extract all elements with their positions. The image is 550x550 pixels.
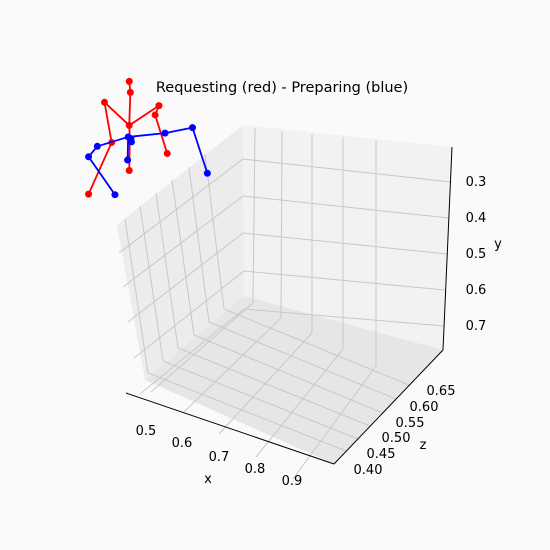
series-blue-point [203,169,211,177]
y-tick-label: 0.4 [466,211,487,226]
grid-line [171,179,195,336]
series-red-point [125,167,133,174]
pane-back [243,125,452,350]
series-blue-segment [126,136,130,161]
series-blue [85,124,211,199]
grid-line [124,218,149,374]
series-red-segment [128,104,160,127]
series-blue-point [161,129,169,137]
series-red-point [163,149,171,157]
grid-line [177,347,371,427]
series-red-segment [103,101,113,144]
z-axis-line [333,349,444,465]
grid-line [208,321,397,400]
series-blue-segment [87,155,116,196]
grid-line [127,232,448,323]
z-tick-label: 0.60 [410,400,439,415]
series-blue-point [127,138,135,146]
series-blue-point [111,191,119,199]
grid-line [133,270,446,359]
series-blue-point [124,156,132,164]
series-red-point [85,190,93,198]
grid-line [193,334,384,414]
x-axis-label: x [204,472,212,487]
z-tick-label: 0.40 [354,463,383,478]
series-red-point [125,121,133,129]
series-red-segment [103,101,131,127]
z-tick-label: 0.45 [367,447,396,462]
series-blue-point [189,124,196,132]
grid-line [139,205,164,362]
y-tick-label: 0.7 [466,319,487,334]
grid-line [280,130,283,319]
series-red-segment [128,91,132,127]
grid-line [223,308,410,386]
x-tick-label: 0.9 [282,474,303,489]
series-blue-point [93,142,101,150]
grid-line [139,308,445,395]
series-red-point [155,102,163,110]
series-red-point [126,88,134,96]
x-tick-label: 0.5 [136,424,157,439]
series-blue-segment [96,136,130,148]
grid-line [252,127,256,304]
x-tick-label: 0.8 [245,462,266,477]
grid-line [155,192,179,349]
z-tick-label: 0.50 [382,431,411,446]
series-blue-segment [164,126,194,135]
pane-left [117,125,244,380]
x-tick-label: 0.6 [172,436,193,451]
x-axis-line [125,392,335,465]
x-tick-label: 0.7 [209,450,230,465]
y-tick-label: 0.3 [466,175,487,190]
y-axis-label: y [494,237,502,252]
series-red-point [125,77,133,85]
y-axis-line [442,146,453,351]
tick-labels: 0.50.60.70.80.90.30.40.50.60.70.400.450.… [136,175,487,489]
series-blue-segment [191,126,209,175]
grid-lines [118,127,452,480]
y-tick-label: 0.5 [466,247,487,262]
series-red-point [151,111,159,119]
grid-line [188,166,210,323]
data-series [85,77,211,199]
grid-line [182,317,282,414]
y-tick-label: 0.6 [466,283,487,298]
z-tick-label: 0.55 [396,416,425,431]
z-axis-label: z [420,438,427,453]
series-blue-point [85,153,93,161]
grid-line [122,195,450,288]
chart-title: Requesting (red) - Preparing (blue) [156,80,408,96]
grid-line [162,360,359,440]
grid-line [255,348,344,458]
grid-line [147,372,347,452]
series-red-point [101,98,108,106]
pane-floor [145,296,443,464]
series-red-segment [87,141,113,196]
z-tick-label: 0.65 [427,384,456,399]
grid-line [118,158,452,254]
axes [125,146,453,465]
grid-line [150,302,254,393]
series-blue-segment [127,132,166,138]
grid-line [204,153,225,310]
